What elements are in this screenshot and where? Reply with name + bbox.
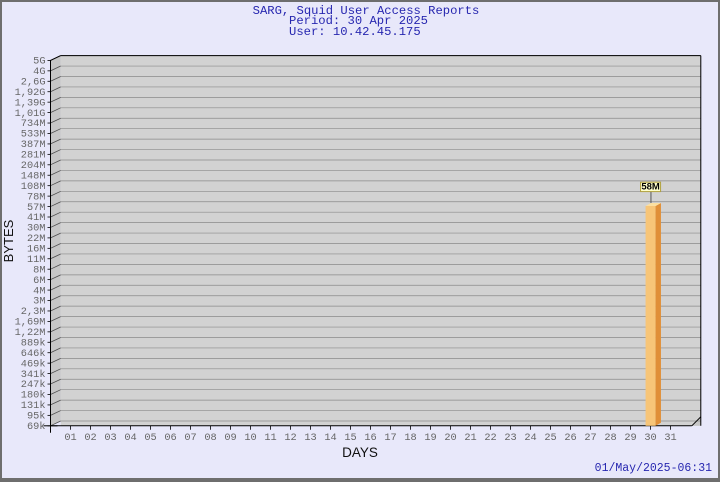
svg-text:25: 25	[544, 432, 556, 444]
svg-text:69k: 69k	[27, 421, 46, 433]
svg-text:02: 02	[84, 432, 96, 444]
svg-text:04: 04	[124, 432, 136, 444]
svg-text:14: 14	[324, 432, 336, 444]
svg-text:13: 13	[304, 432, 316, 444]
svg-text:12: 12	[284, 432, 296, 444]
svg-text:22: 22	[484, 432, 496, 444]
svg-text:17: 17	[384, 432, 396, 444]
svg-text:21: 21	[464, 432, 476, 444]
svg-text:10: 10	[244, 432, 256, 444]
svg-text:30: 30	[644, 432, 656, 444]
svg-text:26: 26	[564, 432, 576, 444]
svg-text:27: 27	[584, 432, 596, 444]
svg-text:20: 20	[444, 432, 456, 444]
svg-text:08: 08	[204, 432, 216, 444]
svg-text:16: 16	[364, 432, 376, 444]
svg-text:19: 19	[424, 432, 436, 444]
svg-text:09: 09	[224, 432, 236, 444]
svg-text:15: 15	[344, 432, 356, 444]
svg-text:28: 28	[604, 432, 616, 444]
svg-text:07: 07	[184, 432, 196, 444]
svg-text:31: 31	[664, 432, 676, 444]
svg-text:01: 01	[64, 432, 76, 444]
svg-text:18: 18	[404, 432, 416, 444]
svg-text:05: 05	[144, 432, 156, 444]
svg-text:58M: 58M	[641, 182, 660, 193]
svg-text:06: 06	[164, 432, 176, 444]
svg-text:23: 23	[504, 432, 516, 444]
svg-text:03: 03	[104, 432, 116, 444]
svg-text:24: 24	[524, 432, 536, 444]
svg-text:11: 11	[264, 432, 276, 444]
svg-text:29: 29	[624, 432, 636, 444]
